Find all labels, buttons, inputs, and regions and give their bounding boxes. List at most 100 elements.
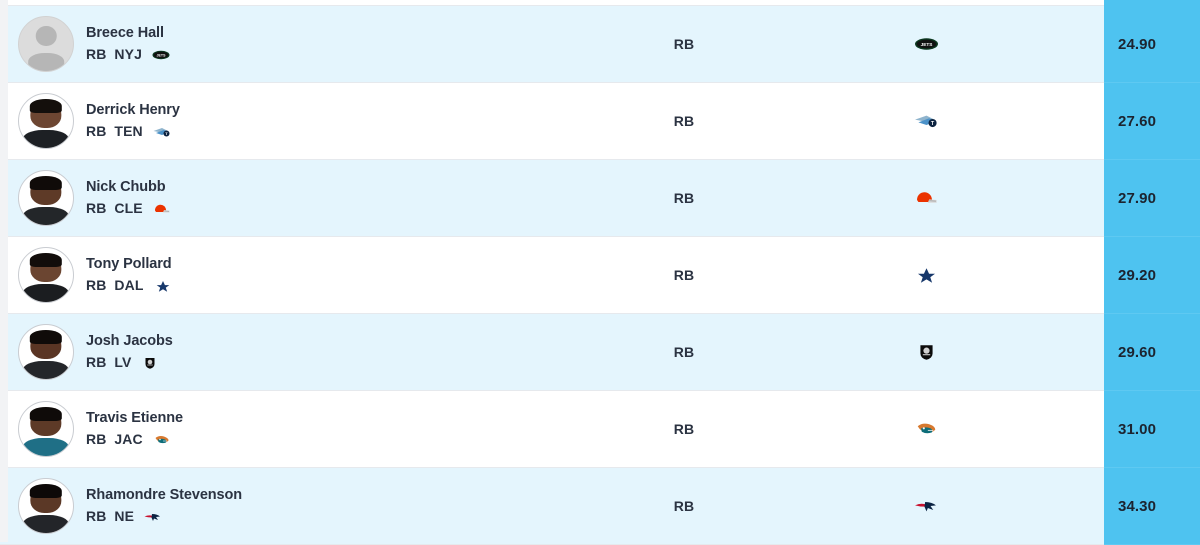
value-cell: 27.60 bbox=[1104, 83, 1200, 160]
player-name[interactable]: Tony Pollard bbox=[86, 256, 172, 273]
avatar-hair-shape bbox=[29, 406, 63, 421]
avatar bbox=[18, 324, 74, 380]
avatar bbox=[18, 170, 74, 226]
player-team: NYJ bbox=[114, 46, 142, 63]
raiders-logo bbox=[913, 341, 940, 363]
avatar-hair-shape bbox=[29, 98, 63, 113]
browns-logo bbox=[913, 187, 940, 209]
table-row[interactable]: Travis Etienne RB JAC bbox=[0, 391, 1200, 468]
avatar bbox=[18, 401, 74, 457]
player-meta: RB LV bbox=[86, 354, 173, 371]
value-cell: 31.00 bbox=[1104, 391, 1200, 468]
player-name[interactable]: Josh Jacobs bbox=[86, 333, 173, 350]
avatar-body-shape bbox=[22, 360, 70, 379]
raiders-logo bbox=[140, 355, 160, 371]
avatar-body-shape bbox=[22, 283, 70, 302]
jets-logo: JETS bbox=[151, 47, 171, 63]
team-logo-cell bbox=[748, 314, 1104, 390]
player-position: RB bbox=[86, 508, 107, 525]
player-meta: RB NYJ JETS bbox=[86, 46, 171, 63]
player-name[interactable]: Nick Chubb bbox=[86, 179, 166, 196]
player-text: Rhamondre Stevenson RB NE bbox=[86, 487, 242, 525]
player-text: Breece Hall RB NYJ JETS bbox=[86, 25, 171, 63]
player-cell[interactable]: Rhamondre Stevenson RB NE bbox=[0, 468, 620, 544]
player-meta: RB NE bbox=[86, 508, 242, 525]
avatar-hair-shape bbox=[29, 483, 63, 498]
table-row[interactable]: Rhamondre Stevenson RB NE RB bbox=[0, 468, 1200, 545]
player-meta: RB CLE bbox=[86, 200, 172, 217]
position-cell: RB bbox=[673, 421, 695, 437]
team-logo-cell bbox=[748, 237, 1104, 313]
avatar-body-shape bbox=[22, 129, 70, 148]
value-cell: 24.90 bbox=[1104, 6, 1200, 83]
avatar-body-shape bbox=[28, 52, 64, 71]
team-logo-cell bbox=[748, 160, 1104, 236]
value-cell: 34.30 bbox=[1104, 468, 1200, 545]
avatar bbox=[18, 247, 74, 303]
avatar-hair-shape bbox=[29, 252, 63, 267]
avatar-body-shape bbox=[22, 437, 70, 456]
team-logo-cell bbox=[748, 391, 1104, 467]
cowboys-logo bbox=[153, 278, 173, 294]
table-row[interactable]: Derrick Henry RB TEN T bbox=[0, 83, 1200, 160]
avatar-body-shape bbox=[22, 514, 70, 533]
player-text: Travis Etienne RB JAC bbox=[86, 410, 183, 448]
table-row[interactable]: Nick Chubb RB CLE RB bbox=[0, 160, 1200, 237]
player-meta: RB TEN T bbox=[86, 123, 180, 140]
table-row[interactable]: Tony Pollard RB DAL RB bbox=[0, 237, 1200, 314]
team-logo-cell: T bbox=[748, 83, 1104, 159]
player-cell[interactable]: Josh Jacobs RB LV bbox=[0, 314, 620, 390]
player-cell[interactable]: Tony Pollard RB DAL bbox=[0, 237, 620, 313]
table-row[interactable]: Breece Hall RB NYJ JETS RB bbox=[0, 6, 1200, 83]
position-cell: RB bbox=[673, 36, 695, 52]
avatar bbox=[18, 478, 74, 534]
player-text: Tony Pollard RB DAL bbox=[86, 256, 173, 294]
player-team: TEN bbox=[114, 123, 143, 140]
player-cell[interactable]: Derrick Henry RB TEN T bbox=[0, 83, 620, 159]
player-cell[interactable]: Nick Chubb RB CLE bbox=[0, 160, 620, 236]
svg-text:JETS: JETS bbox=[920, 42, 932, 48]
avatar-head-shape bbox=[35, 26, 57, 46]
player-name[interactable]: Derrick Henry bbox=[86, 102, 180, 119]
position-cell: RB bbox=[673, 190, 695, 206]
player-team: JAC bbox=[114, 431, 143, 448]
avatar-hair-shape bbox=[29, 329, 63, 344]
player-position: RB bbox=[86, 46, 107, 63]
svg-text:JETS: JETS bbox=[156, 53, 166, 57]
value-cell-partial bbox=[1104, 0, 1200, 6]
player-cell[interactable]: Breece Hall RB NYJ JETS bbox=[0, 6, 620, 82]
svg-text:T: T bbox=[165, 131, 168, 136]
player-cell[interactable]: Travis Etienne RB JAC bbox=[0, 391, 620, 467]
avatar bbox=[18, 93, 74, 149]
player-text: Nick Chubb RB CLE bbox=[86, 179, 172, 217]
player-position: RB bbox=[86, 431, 107, 448]
player-name[interactable]: Travis Etienne bbox=[86, 410, 183, 427]
table-row[interactable]: Josh Jacobs RB LV RB bbox=[0, 314, 1200, 391]
browns-logo bbox=[152, 201, 172, 217]
table-row-partial-top bbox=[0, 0, 1200, 6]
jaguars-logo bbox=[913, 418, 940, 440]
player-name[interactable]: Breece Hall bbox=[86, 25, 164, 42]
player-team: LV bbox=[114, 354, 132, 371]
player-position: RB bbox=[86, 200, 107, 217]
player-team: CLE bbox=[114, 200, 143, 217]
player-team: NE bbox=[114, 508, 135, 525]
position-cell: RB bbox=[673, 113, 695, 129]
titans-logo: T bbox=[913, 110, 940, 132]
team-logo-cell bbox=[748, 468, 1104, 544]
value-cell: 27.90 bbox=[1104, 160, 1200, 237]
player-name[interactable]: Rhamondre Stevenson bbox=[86, 487, 243, 504]
titans-logo: T bbox=[152, 124, 172, 140]
value-cell: 29.60 bbox=[1104, 314, 1200, 391]
player-meta: RB DAL bbox=[86, 277, 173, 294]
player-position: RB bbox=[86, 354, 107, 371]
avatar bbox=[18, 16, 74, 72]
value-cell: 29.20 bbox=[1104, 237, 1200, 314]
team-logo-cell: JETS bbox=[748, 6, 1104, 82]
patriots-logo bbox=[143, 509, 163, 525]
player-team: DAL bbox=[114, 277, 144, 294]
cowboys-logo bbox=[913, 264, 940, 286]
svg-text:T: T bbox=[930, 121, 934, 127]
player-meta: RB JAC bbox=[86, 431, 183, 448]
position-cell: RB bbox=[673, 498, 695, 514]
